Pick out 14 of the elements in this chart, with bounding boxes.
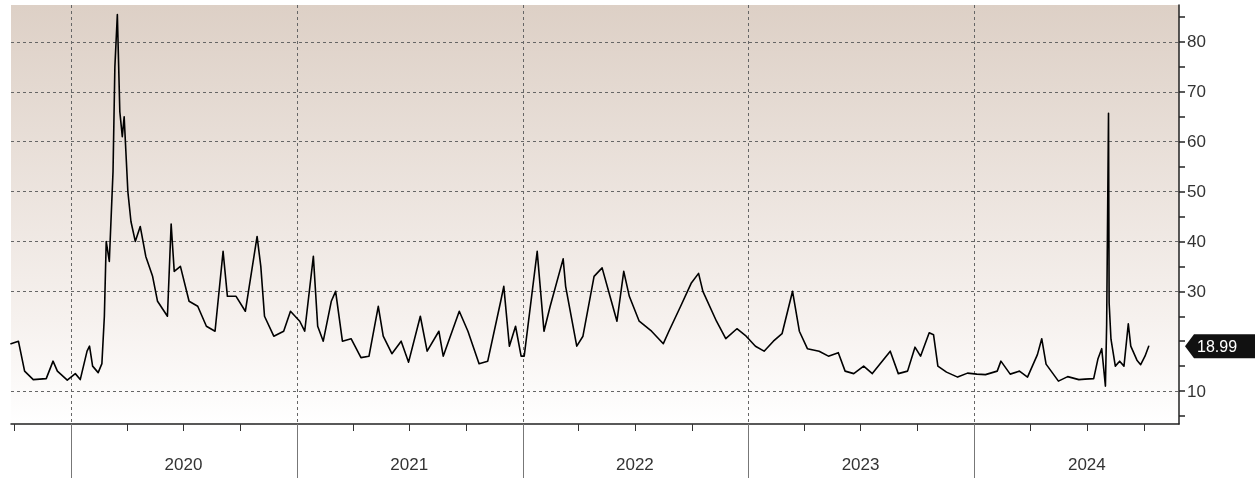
x-tick-label: 2022 — [615, 455, 654, 474]
y-tick-label: 70 — [1187, 82, 1206, 102]
annotation: 18.99 — [1197, 337, 1238, 355]
y-tick-label: 10 — [1187, 381, 1206, 401]
x-tick-label: 2023 — [841, 455, 880, 474]
x-tick-label: 2020 — [164, 455, 203, 474]
x-tick-label: 2021 — [390, 455, 429, 474]
y-tick-label: 50 — [1187, 182, 1206, 202]
y-tick-label: 60 — [1187, 132, 1206, 152]
x-tick-label: 2024 — [1067, 455, 1106, 474]
line-series — [10, 13, 1150, 387]
y-tick-label: 30 — [1187, 281, 1206, 301]
y-tick-label: 80 — [1187, 32, 1206, 52]
y-tick-label: 40 — [1187, 231, 1206, 251]
